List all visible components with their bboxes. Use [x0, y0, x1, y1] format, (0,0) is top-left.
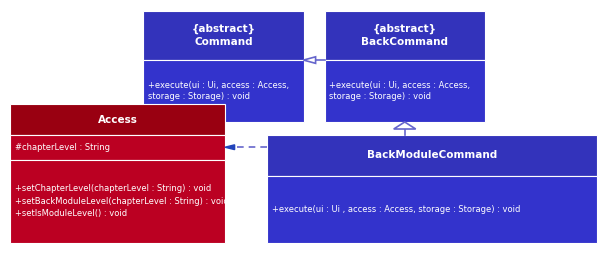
Bar [325, 11, 485, 60]
Bar [267, 176, 597, 243]
Text: #chapterLevel : String: #chapterLevel : String [15, 143, 110, 152]
Bar [325, 60, 485, 122]
Bar [10, 135, 225, 160]
Bar [267, 135, 597, 176]
Bar [10, 104, 225, 135]
Polygon shape [304, 57, 316, 63]
Bar [143, 11, 304, 60]
Text: {abstract}
BackCommand: {abstract} BackCommand [361, 24, 448, 47]
Text: +setChapterLevel(chapterLevel : String) : void
+setBackModuleLevel(chapterLevel : +setChapterLevel(chapterLevel : String) … [15, 184, 229, 218]
Text: +execute(ui : Ui , access : Access, storage : Storage) : void: +execute(ui : Ui , access : Access, stor… [272, 204, 520, 214]
Bar [143, 60, 304, 122]
Text: +execute(ui : Ui, access : Access,
storage : Storage) : void: +execute(ui : Ui, access : Access, stora… [330, 81, 470, 101]
Text: BackModuleCommand: BackModuleCommand [367, 150, 497, 160]
Text: Access: Access [98, 115, 138, 125]
Text: +execute(ui : Ui, access : Access,
storage : Storage) : void: +execute(ui : Ui, access : Access, stora… [148, 81, 290, 101]
Polygon shape [225, 145, 235, 150]
Bar [10, 160, 225, 243]
Polygon shape [394, 122, 416, 129]
Text: {abstract}
Command: {abstract} Command [191, 24, 256, 47]
